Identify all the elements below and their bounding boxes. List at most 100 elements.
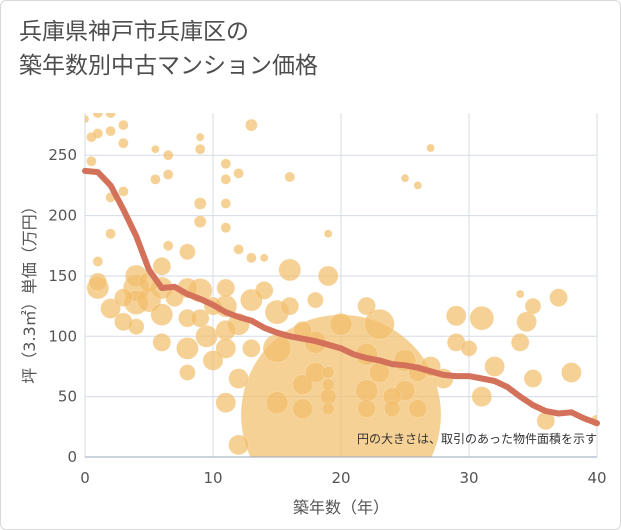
data-bubble	[408, 399, 428, 418]
data-bubble	[85, 114, 90, 124]
data-bubble	[549, 288, 568, 307]
data-bubble	[215, 338, 237, 359]
data-bubble	[317, 265, 339, 287]
data-bubble	[150, 303, 174, 326]
data-bubble	[321, 378, 335, 391]
data-bubble	[259, 253, 269, 263]
data-bubble	[460, 340, 478, 357]
data-bubble	[400, 173, 410, 183]
chart-title-line-2: 築年数別中古マンション価格	[19, 53, 318, 79]
x-tick-label: 40	[587, 469, 606, 487]
data-bubble	[364, 308, 395, 340]
data-bubble	[516, 311, 537, 333]
x-tick-label: 30	[459, 469, 478, 487]
data-bubble	[561, 362, 582, 383]
data-bubble	[127, 318, 145, 335]
data-bubble	[280, 296, 300, 316]
data-bubble	[86, 156, 97, 167]
data-bubble	[162, 240, 174, 252]
data-bubble	[220, 198, 232, 209]
data-bubble	[162, 169, 174, 180]
data-bubble	[179, 243, 196, 261]
data-bubble	[292, 374, 313, 395]
data-bubble	[515, 289, 525, 299]
bubble-size-note: 円の大きさは、取引のあった物件面積を示す	[357, 431, 597, 446]
data-bubble	[105, 228, 116, 239]
y-tick-label: 50	[58, 388, 77, 406]
data-bubble	[162, 149, 174, 161]
data-bubble	[220, 158, 232, 169]
data-bubble	[228, 434, 249, 456]
data-bubble	[176, 337, 199, 360]
data-bubble	[484, 356, 505, 377]
data-bubble	[220, 222, 232, 233]
data-bubble	[190, 308, 210, 328]
data-bubble	[195, 132, 205, 142]
data-bubble	[152, 257, 172, 276]
data-bubble	[179, 364, 196, 381]
data-bubble	[242, 339, 261, 358]
data-bubble	[228, 368, 249, 389]
data-bubble	[265, 391, 289, 414]
x-tick-label: 20	[331, 469, 350, 487]
y-tick-label: 250	[48, 146, 77, 164]
data-bubble	[245, 118, 258, 132]
data-bubble	[118, 119, 129, 131]
y-tick-label: 0	[67, 448, 77, 466]
data-bubble	[292, 398, 313, 419]
data-bubble	[195, 325, 218, 348]
data-bubble	[355, 379, 378, 402]
data-bubble	[321, 366, 335, 379]
trend-line	[82, 167, 600, 427]
data-bubble	[105, 113, 116, 119]
data-bubble	[510, 333, 530, 352]
chart-title: 兵庫県神戸市兵庫区の 築年数別中古マンション価格	[19, 15, 318, 83]
data-bubble	[92, 256, 104, 267]
data-bubble	[319, 388, 337, 405]
y-tick-label: 150	[48, 267, 77, 285]
data-bubble	[193, 197, 207, 210]
data-bubble	[88, 272, 108, 292]
data-bubble	[278, 258, 302, 282]
data-bubble	[426, 143, 435, 153]
y-tick-label: 100	[48, 327, 77, 345]
data-bubble	[246, 252, 257, 264]
data-bubble	[114, 288, 133, 307]
x-tick-label: 10	[203, 469, 222, 487]
bubble-series	[85, 113, 597, 457]
data-bubble	[524, 297, 542, 315]
data-bubble	[329, 312, 353, 336]
data-bubble	[100, 298, 121, 319]
data-bubble	[118, 186, 129, 197]
data-bubble	[233, 168, 244, 179]
data-bubble	[471, 386, 493, 407]
data-bubble	[193, 215, 207, 228]
data-bubble	[118, 137, 129, 149]
data-bubble	[92, 128, 104, 139]
data-bubble	[220, 174, 232, 185]
data-bubble	[469, 305, 495, 331]
chart-title-line-1: 兵庫県神戸市兵庫区の	[19, 19, 249, 45]
data-bubble	[445, 305, 467, 327]
data-bubble	[152, 333, 172, 352]
data-bubble	[321, 402, 335, 415]
y-axis-title: 坪（3.3㎡）単価（万円）	[20, 198, 39, 383]
data-bubble	[413, 181, 423, 190]
data-bubble	[215, 320, 237, 341]
data-bubble	[233, 244, 244, 255]
data-bubble	[357, 399, 376, 418]
data-bubble	[523, 369, 543, 388]
data-bubble	[284, 171, 296, 183]
data-bubble	[254, 281, 274, 300]
data-bubble	[323, 229, 333, 238]
data-bubble	[150, 174, 161, 185]
data-bubble	[105, 125, 116, 137]
data-bubble	[216, 278, 236, 298]
y-axis-ticks: 0 50 100 150 200 250	[48, 146, 77, 466]
data-bubble	[215, 392, 237, 413]
y-tick-label: 200	[48, 207, 77, 225]
data-bubble	[307, 291, 324, 309]
data-bubble	[151, 144, 160, 154]
